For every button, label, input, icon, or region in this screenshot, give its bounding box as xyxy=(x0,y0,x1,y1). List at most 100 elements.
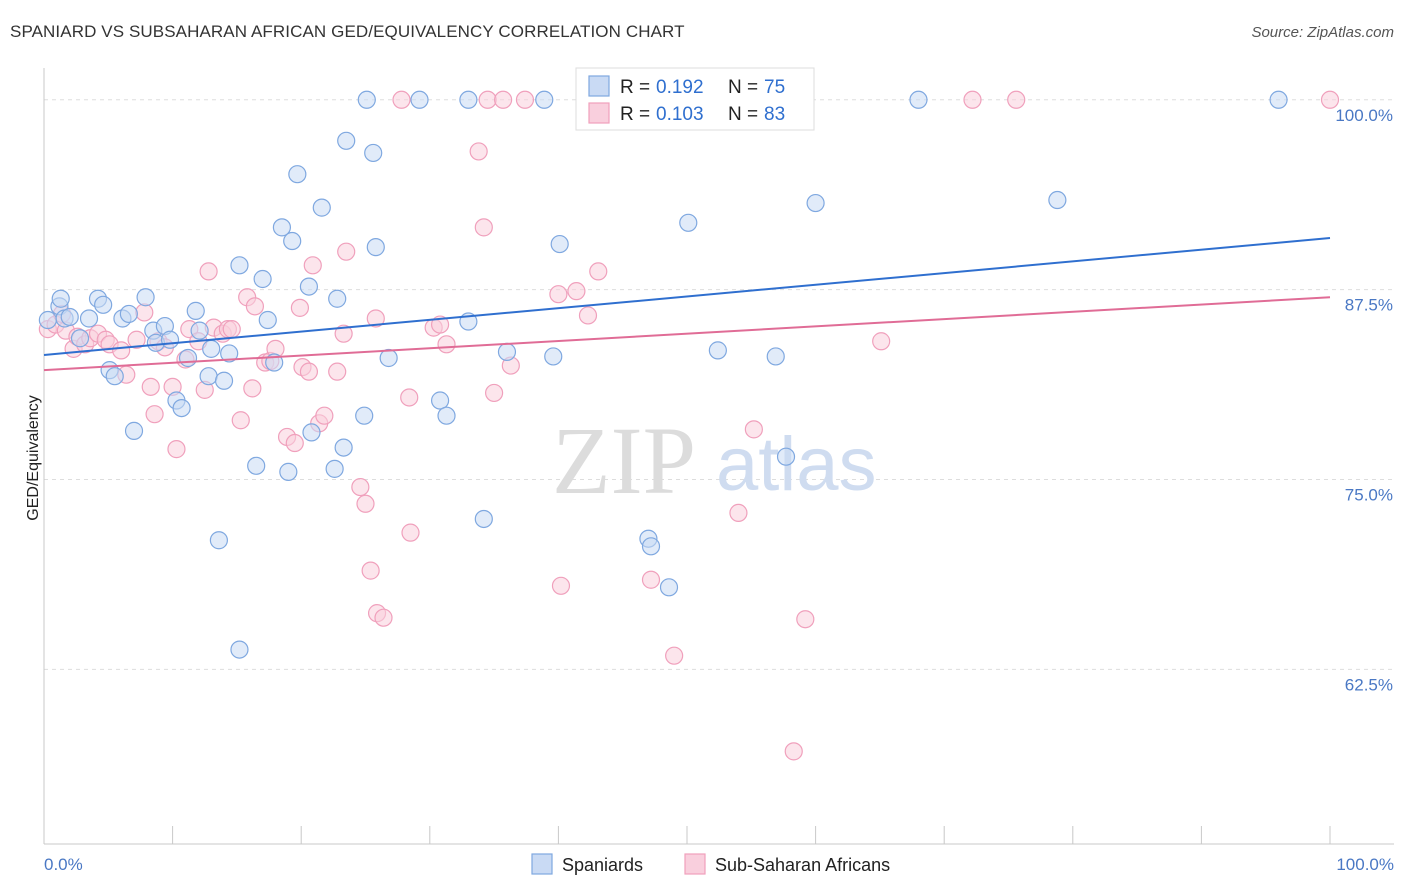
point-spaniards xyxy=(172,399,191,418)
point-spaniards xyxy=(279,462,298,481)
point-sub-saharan xyxy=(469,142,488,161)
point-sub-saharan xyxy=(515,90,535,109)
point-sub-saharan xyxy=(112,341,131,360)
point-sub-saharan xyxy=(328,362,347,381)
y-axis-label: GED/Equivalency xyxy=(25,395,42,520)
legend-box: R = 0.192 N = 75 R = 0.103 N = 83 xyxy=(575,67,815,131)
point-sub-saharan xyxy=(578,306,598,325)
x-tick-label: 100.0% xyxy=(1336,855,1394,874)
point-sub-saharan xyxy=(485,383,504,403)
point-sub-saharan xyxy=(366,309,385,328)
series-spaniards xyxy=(38,90,1288,659)
point-spaniards xyxy=(325,459,344,478)
point-spaniards xyxy=(302,423,321,442)
point-sub-saharan xyxy=(303,256,322,275)
watermark-zip: ZIP xyxy=(552,407,696,514)
point-spaniards xyxy=(535,90,554,109)
point-spaniards xyxy=(51,289,70,308)
point-sub-saharan xyxy=(245,297,265,316)
point-sub-saharan xyxy=(337,242,356,261)
trend-lines xyxy=(43,236,1331,372)
point-sub-saharan xyxy=(1320,90,1340,109)
point-spaniards xyxy=(1048,190,1067,210)
point-spaniards xyxy=(334,438,353,457)
point-spaniards xyxy=(283,231,302,251)
point-sub-saharan xyxy=(145,405,164,424)
legend-n-value-spaniards: 75 xyxy=(764,77,785,98)
point-sub-saharan xyxy=(589,262,608,281)
point-spaniards xyxy=(544,347,563,366)
point-sub-saharan xyxy=(474,218,493,237)
axes xyxy=(43,68,1394,845)
chart-title: SPANIARD VS SUBSAHARAN AFRICAN GED/EQUIV… xyxy=(10,22,685,41)
point-sub-saharan xyxy=(400,388,419,407)
y-tick-label: 62.5% xyxy=(1345,675,1393,694)
watermark: ZIP atlas xyxy=(552,407,877,514)
series-sub-saharan-africans xyxy=(38,90,1340,761)
point-sub-saharan xyxy=(135,303,154,322)
point-spaniards xyxy=(474,509,493,529)
legend-n-label-spaniards: N = xyxy=(728,77,758,98)
point-spaniards xyxy=(38,310,57,330)
point-spaniards xyxy=(186,301,205,320)
point-sub-saharan xyxy=(356,494,375,513)
point-sub-saharan xyxy=(1007,90,1026,109)
point-spaniards xyxy=(272,218,292,237)
legend-r-value-sub-saharan: 0.103 xyxy=(656,104,704,125)
x-tick-label: 0.0% xyxy=(44,855,83,874)
point-spaniards xyxy=(230,256,249,275)
point-sub-saharan xyxy=(729,503,748,522)
trend-line-spaniards xyxy=(43,236,1331,356)
point-spaniards xyxy=(1269,90,1288,109)
point-spaniards xyxy=(766,347,785,366)
point-spaniards xyxy=(178,348,198,368)
point-spaniards xyxy=(94,295,113,314)
y-tick-label: 75.0% xyxy=(1345,485,1393,504)
point-spaniards xyxy=(410,90,429,109)
point-spaniards xyxy=(430,391,450,410)
point-sub-saharan xyxy=(641,570,661,589)
point-spaniards xyxy=(288,165,307,184)
point-spaniards xyxy=(337,131,356,150)
point-sub-saharan xyxy=(290,298,310,317)
point-spaniards xyxy=(550,234,569,254)
point-spaniards xyxy=(105,367,124,386)
point-sub-saharan xyxy=(167,440,186,459)
point-spaniards xyxy=(299,277,319,296)
point-spaniards xyxy=(379,348,398,368)
y-tick-label: 100.0% xyxy=(1335,106,1393,125)
point-sub-saharan xyxy=(567,282,586,301)
point-spaniards xyxy=(190,321,209,340)
y-tick-label: 87.5% xyxy=(1345,296,1393,315)
point-sub-saharan xyxy=(199,262,218,281)
point-spaniards xyxy=(497,342,517,362)
point-sub-saharan xyxy=(361,561,380,580)
point-sub-saharan xyxy=(963,90,982,109)
bottom-legend-swatch-spaniards xyxy=(531,853,553,875)
point-spaniards xyxy=(124,421,144,440)
point-sub-saharan xyxy=(430,315,450,334)
point-spaniards xyxy=(437,406,456,425)
point-sub-saharan xyxy=(374,608,393,627)
point-spaniards xyxy=(70,329,90,348)
bottom-legend: Spaniards Sub-Saharan Africans xyxy=(531,853,890,875)
point-spaniards xyxy=(312,198,331,217)
point-sub-saharan xyxy=(351,477,370,497)
point-sub-saharan xyxy=(551,576,571,595)
point-spaniards xyxy=(209,531,228,550)
watermark-atlas: atlas xyxy=(716,422,877,507)
point-spaniards xyxy=(136,288,155,307)
legend-n-label-sub-saharan: N = xyxy=(728,104,758,125)
point-spaniards xyxy=(659,578,679,597)
point-sub-saharan xyxy=(231,411,250,430)
point-spaniards xyxy=(679,213,698,232)
point-spaniards xyxy=(909,90,928,109)
point-sub-saharan xyxy=(665,646,684,665)
legend-r-value-spaniards: 0.192 xyxy=(656,77,704,98)
point-spaniards xyxy=(220,344,239,363)
point-spaniards xyxy=(366,238,385,257)
point-spaniards xyxy=(459,90,478,109)
point-spaniards xyxy=(79,309,99,328)
legend-n-value-sub-saharan: 83 xyxy=(764,104,785,125)
